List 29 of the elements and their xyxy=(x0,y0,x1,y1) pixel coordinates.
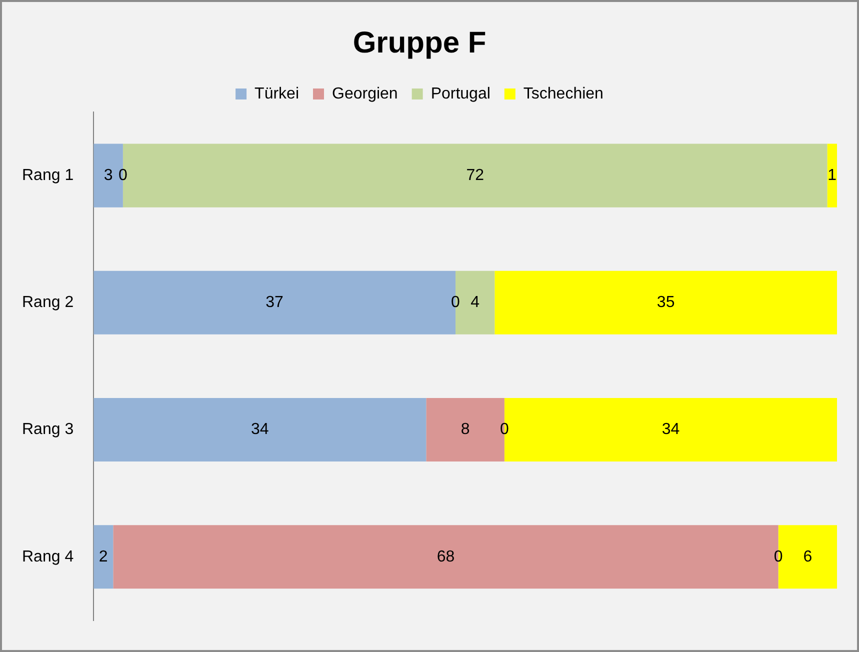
chart-title: Gruppe F xyxy=(352,26,486,60)
annotation: 0 xyxy=(451,294,460,312)
data-label: 3 xyxy=(104,166,113,184)
legend-label: Georgien xyxy=(332,85,398,102)
data-label: 4 xyxy=(470,294,480,312)
y-tick-label: Rang 3 xyxy=(22,421,74,438)
y-tick-label: Rang 2 xyxy=(22,294,74,312)
data-label: 2 xyxy=(98,548,108,566)
bar xyxy=(827,144,837,208)
data-label: 72 xyxy=(466,166,484,184)
annotation: 0 xyxy=(500,421,509,438)
annotation: 0 xyxy=(118,166,128,184)
data-label: 6 xyxy=(803,548,812,566)
data-label: 34 xyxy=(250,421,269,438)
data-label: 37 xyxy=(266,294,284,312)
data-label: 34 xyxy=(662,421,680,438)
legend-label: Türkei xyxy=(254,85,299,102)
y-tick-label: Rang 1 xyxy=(22,166,74,184)
data-label: 68 xyxy=(436,548,455,566)
data-label: 8 xyxy=(460,421,470,438)
data-label: 1 xyxy=(828,166,837,184)
annotation: 0 xyxy=(774,548,783,566)
bar xyxy=(494,270,837,334)
bar xyxy=(94,398,426,462)
legend-label: Tschechien xyxy=(523,85,604,102)
y-tick-label: Rang 4 xyxy=(22,548,74,566)
data-label: 35 xyxy=(656,294,675,312)
legend-label: Portugal xyxy=(430,85,490,102)
bar xyxy=(94,525,114,589)
